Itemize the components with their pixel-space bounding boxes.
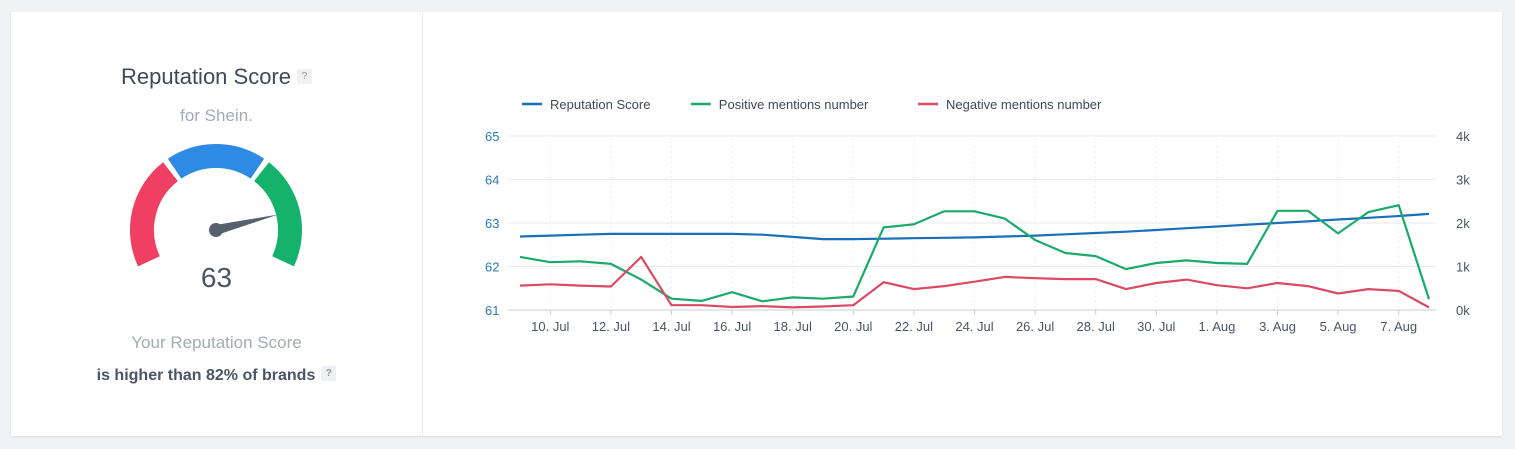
right-tick-3: 3k: [1456, 173, 1470, 188]
gauge-needle: [214, 214, 279, 235]
x-tick-label-6: 22. Jul: [895, 319, 933, 334]
left-tick-3: 64: [485, 173, 499, 188]
chart-series: [519, 204, 1431, 309]
x-tick-label-1: 12. Jul: [592, 319, 630, 334]
score-value: 63: [200, 262, 233, 293]
gauge-needle-hub: [209, 223, 223, 237]
legend-label-0: Reputation Score: [550, 97, 650, 112]
gauge-arc-low: [130, 162, 179, 267]
x-tick-label-5: 20. Jul: [834, 319, 872, 334]
x-tick-label-13: 5. Aug: [1320, 319, 1357, 334]
chart-grid: [508, 135, 1436, 311]
left-tick-0: 61: [485, 303, 499, 318]
trend-chart: Reputation Score Positive mentions number…: [485, 97, 1470, 334]
x-axis: 10. Jul 12. Jul 14. Jul 16. Jul 18. Jul 20. J…: [531, 310, 1417, 334]
score-comparison-text: is higher than 82% of brands: [96, 367, 316, 384]
x-tick-label-4: 18. Jul: [774, 319, 812, 334]
right-tick-0: 0k: [1456, 303, 1470, 318]
comparison-help-icon[interactable]: ?: [321, 366, 337, 382]
x-tick-label-3: 16. Jul: [713, 319, 751, 334]
x-tick-label-12: 3. Aug: [1259, 319, 1296, 334]
right-tick-4: 4k: [1456, 129, 1470, 144]
right-tick-1: 1k: [1456, 260, 1470, 275]
reputation-card: Reputation Score? for Shein. 63 Your Rep…: [11, 12, 1502, 436]
x-tick-label-11: 1. Aug: [1198, 319, 1235, 334]
legend-label-1: Positive mentions number: [719, 97, 869, 112]
x-tick-label-9: 28. Jul: [1077, 319, 1115, 334]
left-axis: 61 62 63 64 65: [485, 129, 499, 318]
x-tick-label-10: 30. Jul: [1137, 319, 1175, 334]
score-description: Your Reputation Score: [131, 333, 302, 352]
x-tick-label-7: 24. Jul: [955, 319, 993, 334]
trend-chart-area: Reputation Score Positive mentions number…: [423, 12, 1502, 441]
x-tick-label-14: 7. Aug: [1380, 319, 1417, 334]
x-tick-label-2: 14. Jul: [652, 319, 690, 334]
x-tick-label-8: 26. Jul: [1016, 319, 1054, 334]
left-tick-2: 63: [485, 216, 499, 231]
help-icon[interactable]: ?: [297, 68, 312, 84]
series-line-1: [519, 204, 1431, 303]
score-panel: Reputation Score? for Shein. 63 Your Rep…: [11, 12, 423, 436]
left-tick-4: 65: [485, 129, 499, 144]
score-title-row: Reputation Score?: [11, 64, 422, 90]
right-tick-2: 2k: [1456, 216, 1470, 231]
series-line-2: [519, 255, 1430, 309]
gauge-chart: [130, 144, 302, 267]
gauge-arc-high: [253, 162, 302, 267]
left-tick-1: 62: [485, 260, 499, 275]
gauge-arc-mid: [167, 144, 265, 179]
brand-subtitle: for Shein.: [180, 106, 253, 125]
chart-legend: Reputation Score Positive mentions number…: [522, 97, 1102, 112]
score-title: Reputation Score: [121, 64, 291, 89]
right-axis: 0k 1k 2k 3k 4k: [1456, 129, 1470, 318]
x-tick-label-0: 10. Jul: [531, 319, 569, 334]
legend-label-2: Negative mentions number: [946, 97, 1102, 112]
series-line-0: [519, 212, 1430, 241]
score-comparison: is higher than 82% of brands?: [11, 366, 422, 385]
